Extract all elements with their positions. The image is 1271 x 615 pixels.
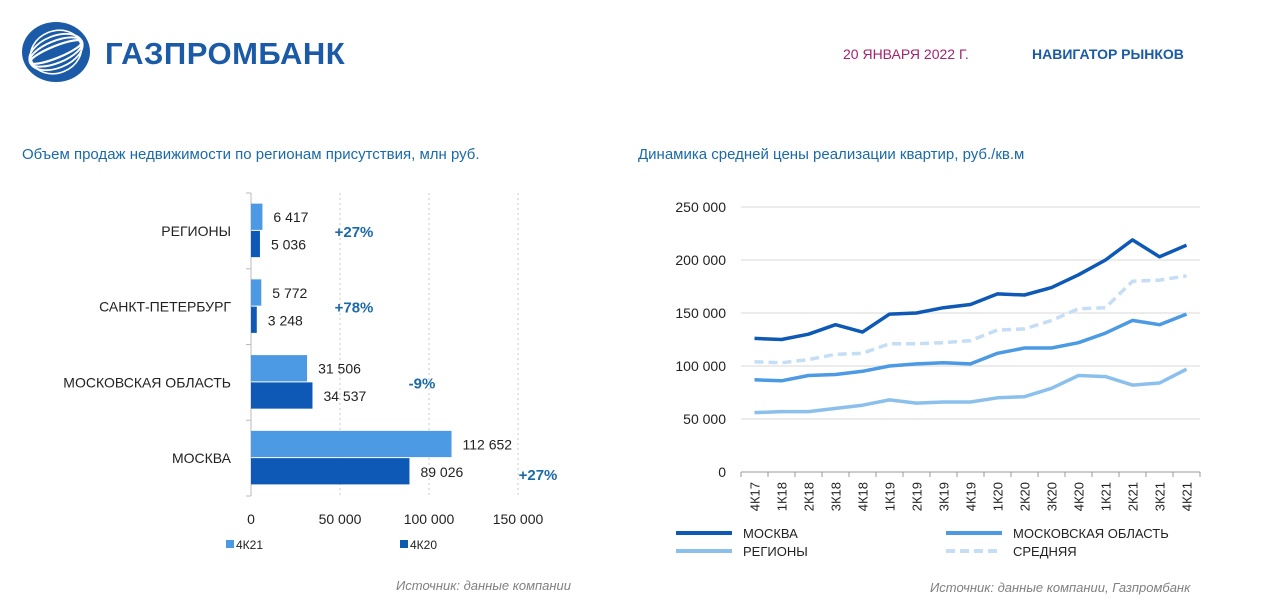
x-tick-label: 1К19: [883, 482, 898, 511]
x-tick-label: 50 000: [319, 511, 362, 527]
series-line-0: [754, 238, 1188, 342]
y-tick-label: 250 000: [675, 199, 726, 215]
x-tick-label: 1К18: [775, 482, 790, 511]
x-tick-label: 4К20: [1072, 482, 1087, 511]
legend-label: 4К20: [410, 538, 437, 552]
bar-value-label: 6 417: [273, 209, 308, 225]
x-tick-label: 3К20: [1045, 482, 1060, 511]
legend-swatch: [400, 540, 408, 548]
bar-value-label: 5 036: [271, 237, 306, 253]
legend-label: 4К21: [236, 538, 263, 552]
report-date: 20 ЯНВАРЯ 2022 Г.: [843, 46, 969, 62]
x-tick-label: 2К18: [802, 482, 817, 511]
bar-value-label: 3 248: [268, 312, 303, 328]
growth-label: +27%: [519, 467, 558, 484]
brand-name: ГАЗПРОМБАНК: [105, 36, 346, 71]
series-line-2: [754, 367, 1188, 415]
x-tick-label: 4К21: [1180, 482, 1195, 511]
y-tick-label: 0: [718, 464, 726, 480]
category-label: МОСКВА: [172, 450, 232, 466]
x-tick-label: 1К20: [991, 482, 1006, 511]
section-title: НАВИГАТОР РЫНКОВ: [1032, 46, 1184, 62]
x-tick-label: 100 000: [404, 511, 455, 527]
x-tick-label: 3К19: [937, 482, 952, 511]
bar-value-label: 34 537: [323, 388, 366, 404]
legend-label: МОСКВА: [743, 526, 798, 541]
bar-value-label: 31 506: [318, 361, 361, 377]
growth-label: +27%: [335, 224, 374, 241]
legend-swatch: [226, 540, 234, 548]
line-chart-source: Источник: данные компании, Газпромбанк: [930, 580, 1191, 595]
category-label: МОСКОВСКАЯ ОБЛАСТЬ: [63, 374, 231, 390]
x-tick-label: 150 000: [493, 511, 544, 527]
bar-4k20: [251, 306, 257, 333]
x-tick-label: 4К17: [748, 482, 763, 511]
legend-label: МОСКОВСКАЯ ОБЛАСТЬ: [1013, 526, 1169, 541]
series-line-3: [754, 274, 1187, 365]
line-chart-title: Динамика средней цены реализации квартир…: [638, 146, 1025, 163]
y-tick-label: 50 000: [683, 411, 726, 427]
x-tick-label: 1К21: [1099, 482, 1114, 511]
bar-4k20: [251, 382, 313, 409]
bar-4k21: [251, 279, 262, 306]
x-tick-label: 2К21: [1126, 482, 1141, 511]
growth-label: -9%: [409, 375, 436, 392]
globe-logo-icon: [22, 22, 90, 82]
x-tick-label: 3К18: [829, 482, 844, 511]
bar-value-label: 5 772: [272, 285, 307, 301]
x-tick-label: 0: [247, 511, 255, 527]
legend-label: РЕГИОНЫ: [743, 544, 808, 559]
x-tick-label: 2К19: [910, 482, 925, 511]
bar-chart-source: Источник: данные компании: [396, 578, 572, 593]
y-tick-label: 200 000: [675, 252, 726, 268]
series-line-1: [754, 312, 1188, 383]
bar-4k20: [251, 230, 260, 258]
category-label: САНКТ-ПЕТЕРБУРГ: [99, 299, 231, 315]
x-tick-label: 3К21: [1153, 482, 1168, 511]
growth-label: +78%: [335, 300, 374, 317]
bar-value-label: 89 026: [420, 464, 463, 480]
category-label: РЕГИОНЫ: [161, 223, 231, 239]
bar-value-label: 112 652: [463, 436, 513, 452]
x-tick-label: 2К20: [1018, 482, 1033, 511]
y-tick-label: 100 000: [675, 358, 726, 374]
bar-chart-title: Объем продаж недвижимости по регионам пр…: [22, 146, 480, 163]
bar-4k20: [251, 458, 410, 485]
bar-4k21: [251, 355, 308, 382]
bar-4k21: [251, 430, 452, 458]
x-tick-label: 4К19: [964, 482, 979, 511]
y-tick-label: 150 000: [675, 305, 726, 321]
legend-label: СРЕДНЯЯ: [1013, 544, 1077, 559]
x-tick-label: 4К18: [856, 482, 871, 511]
bar-4k21: [251, 203, 263, 230]
